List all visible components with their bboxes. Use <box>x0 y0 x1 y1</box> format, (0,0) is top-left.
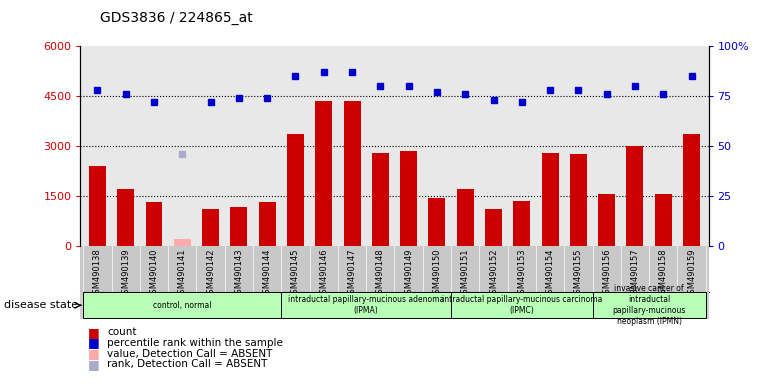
Bar <box>400 151 417 246</box>
Bar <box>83 292 281 318</box>
Text: ■: ■ <box>88 347 100 360</box>
Text: ■: ■ <box>88 336 100 349</box>
Bar <box>542 152 558 246</box>
Text: intraductal papillary-mucinous adenoma
(IPMA): intraductal papillary-mucinous adenoma (… <box>288 295 444 315</box>
Bar <box>259 202 276 246</box>
Text: GSM490141: GSM490141 <box>178 248 187 299</box>
Bar <box>281 292 451 318</box>
Bar <box>372 152 389 246</box>
Bar <box>146 202 162 246</box>
Text: GSM490158: GSM490158 <box>659 248 668 299</box>
Text: GSM490150: GSM490150 <box>433 248 441 299</box>
Bar <box>451 292 593 318</box>
Text: GSM490153: GSM490153 <box>517 248 526 299</box>
Bar <box>627 146 643 246</box>
Text: ■: ■ <box>88 326 100 339</box>
Text: GSM490155: GSM490155 <box>574 248 583 299</box>
Text: GSM490154: GSM490154 <box>545 248 555 299</box>
Bar <box>428 197 445 246</box>
Text: GSM490148: GSM490148 <box>376 248 385 299</box>
Bar <box>598 194 615 246</box>
Bar <box>513 201 530 246</box>
Text: GSM490159: GSM490159 <box>687 248 696 299</box>
Text: GSM490157: GSM490157 <box>630 248 640 299</box>
Bar <box>485 209 502 246</box>
Text: invasive cancer of
intraductal
papillary-mucinous
neoplasm (IPMN): invasive cancer of intraductal papillary… <box>613 284 686 326</box>
Bar <box>117 189 134 246</box>
Text: GSM490156: GSM490156 <box>602 248 611 299</box>
Text: GSM490146: GSM490146 <box>319 248 329 299</box>
Text: rank, Detection Call = ABSENT: rank, Detection Call = ABSENT <box>107 359 267 369</box>
Text: GSM490142: GSM490142 <box>206 248 215 299</box>
Text: GDS3836 / 224865_at: GDS3836 / 224865_at <box>100 11 252 25</box>
Text: intraductal papillary-mucinous carcinoma
(IPMC): intraductal papillary-mucinous carcinoma… <box>442 295 602 315</box>
Bar <box>655 194 672 246</box>
Text: GSM490139: GSM490139 <box>121 248 130 299</box>
Bar <box>683 134 700 246</box>
Text: GSM490145: GSM490145 <box>291 248 300 299</box>
Text: GSM490147: GSM490147 <box>348 248 356 299</box>
Text: count: count <box>107 327 137 337</box>
Text: GSM490152: GSM490152 <box>489 248 498 299</box>
Bar <box>174 239 191 246</box>
Bar <box>316 101 332 246</box>
Text: percentile rank within the sample: percentile rank within the sample <box>107 338 283 348</box>
Bar <box>89 166 106 246</box>
Bar <box>344 101 361 246</box>
Text: ■: ■ <box>88 358 100 371</box>
Bar <box>202 209 219 246</box>
Bar <box>457 189 473 246</box>
Text: GSM490140: GSM490140 <box>149 248 159 299</box>
Text: GSM490149: GSM490149 <box>404 248 413 299</box>
Bar <box>231 207 247 246</box>
Text: value, Detection Call = ABSENT: value, Detection Call = ABSENT <box>107 349 273 359</box>
Bar <box>570 154 587 246</box>
Text: disease state: disease state <box>4 300 78 310</box>
Text: GSM490143: GSM490143 <box>234 248 244 299</box>
Bar <box>287 134 304 246</box>
Text: GSM490151: GSM490151 <box>460 248 470 299</box>
Text: GSM490144: GSM490144 <box>263 248 272 299</box>
Bar <box>593 292 705 318</box>
Text: GSM490138: GSM490138 <box>93 248 102 299</box>
Text: control, normal: control, normal <box>153 301 211 310</box>
